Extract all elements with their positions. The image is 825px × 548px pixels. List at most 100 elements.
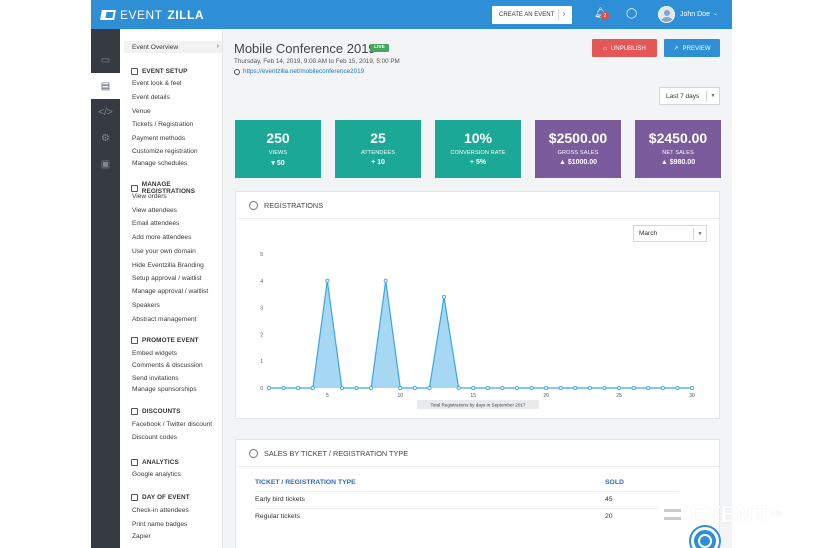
eventmb-logo-icon — [658, 498, 686, 530]
brand-mark-icon — [100, 10, 116, 20]
data-point-day-15 — [471, 385, 476, 391]
data-point-day-21 — [558, 385, 563, 391]
desktop-icon[interactable]: ▭ — [100, 54, 111, 66]
sidebar-item-abstract-management[interactable]: Abstract management — [132, 316, 197, 323]
user-icon: ⌂ — [603, 44, 607, 52]
chat-icon[interactable]: ◯ — [626, 8, 638, 19]
tag-icon — [249, 448, 258, 458]
chevron-down-icon[interactable]: ⌄ — [713, 11, 719, 17]
globe-icon — [234, 68, 240, 75]
sidebar-item-view-attendees[interactable]: View attendees — [132, 207, 177, 214]
data-point-day-1 — [266, 385, 272, 391]
sidebar-item-view-orders[interactable]: View orders — [132, 193, 167, 200]
avatar[interactable] — [658, 6, 675, 23]
data-point-day-20 — [544, 385, 549, 391]
code-icon[interactable]: </> — [98, 106, 113, 118]
registrations-chart: 0 1 2 3 4 5 5 10 15 20 25 30 Total Registrations by … — [260, 252, 695, 409]
image-icon[interactable]: ▣ — [100, 158, 111, 170]
discount-icon — [131, 408, 138, 415]
date-range-select[interactable]: Last 7 days ▼ — [659, 87, 720, 105]
sidebar-item-manage-sponsorships[interactable]: Manage sponsorships — [132, 386, 197, 393]
sidebar-item-embed-widgets[interactable]: Embed widgets — [132, 350, 178, 357]
data-point-day-11 — [412, 385, 417, 391]
data-point-day-28 — [660, 385, 665, 391]
x-tick-label: 15 — [470, 393, 476, 399]
users-icon — [131, 184, 138, 192]
main-content: Mobile Conference 2019 LIVE Thursday, Fe… — [223, 29, 732, 548]
column-ticket-type: TICKET / REGISTRATION TYPE — [255, 479, 356, 487]
sidebar-item-setup-approval[interactable]: Setup approval / waitlist — [132, 275, 202, 282]
sidebar-item-check-in[interactable]: Check-in attendees — [132, 507, 189, 514]
x-tick-label: 20 — [543, 393, 549, 399]
sidebar-item-payment-methods[interactable]: Payment methods — [132, 135, 186, 142]
sidebar-item-email-attendees[interactable]: Email attendees — [132, 220, 180, 227]
sidebar-item-own-domain[interactable]: Use your own domain — [132, 248, 196, 255]
event-date: Thursday, Feb 14, 2019, 9:00 AM to Feb 1… — [234, 58, 400, 65]
bell-icon[interactable]: 🔔︎ — [594, 9, 607, 19]
sidebar-item-add-attendees[interactable]: Add more attendees — [132, 234, 192, 241]
y-tick-label: 4 — [260, 279, 263, 285]
brand-logo[interactable]: EVENT ZILLA — [100, 8, 204, 22]
data-point-day-2 — [281, 385, 286, 391]
data-point-day-10 — [398, 385, 403, 391]
help-button[interactable] — [691, 527, 719, 548]
section-day-of-event: DAY OF EVENT — [131, 494, 190, 501]
event-url-link[interactable]: https://eventzilla.net/mobileconference2… — [234, 68, 364, 75]
data-point-day-4 — [310, 385, 315, 391]
sidebar-item-social-discount[interactable]: Facebook / Twitter discount — [132, 421, 213, 428]
x-tick-label: 5 — [326, 393, 329, 399]
registrations-header: REGISTRATIONS — [236, 192, 719, 219]
table-row: Regular tickets 20 — [255, 507, 679, 525]
gear-icon[interactable]: ⚙︎ — [101, 132, 110, 144]
sidebar-item-discount-codes[interactable]: Discount codes — [132, 434, 178, 441]
sidebar-item-name-badges[interactable]: Print name badges — [132, 521, 188, 528]
series-area — [269, 280, 692, 388]
preview-button[interactable]: ↗ PREVIEW — [664, 39, 720, 57]
caret-down-icon: ▼ — [706, 90, 719, 102]
sidebar-item-event-details[interactable]: Event details — [132, 94, 170, 101]
ticket-sales-panel: SALES BY TICKET / REGISTRATION TYPE TICK… — [235, 439, 720, 548]
ticket-name: Early bird tickets — [255, 490, 605, 508]
notification-badge: 2 — [601, 12, 609, 20]
sidebar-item-zapier[interactable]: Zapier — [132, 533, 151, 540]
sidebar-item-send-invitations[interactable]: Send invitations — [132, 375, 179, 382]
event-url[interactable]: https://eventzilla.net/mobileconference2… — [243, 68, 365, 75]
data-point-day-14 — [456, 385, 461, 391]
status-badge: LIVE — [370, 44, 389, 52]
sidebar-item-event-look[interactable]: Event look & feel — [132, 80, 182, 87]
sidebar-item-google-analytics[interactable]: Google analytics — [132, 471, 181, 478]
section-manage-registrations: MANAGE REGISTRATIONS — [131, 181, 222, 195]
ticket-sales-header: SALES BY TICKET / REGISTRATION TYPE — [236, 440, 719, 467]
y-tick-label: 2 — [260, 332, 263, 338]
sidebar-item-tickets[interactable]: Tickets / Registration — [132, 121, 194, 128]
sidebar-item-venue[interactable]: Venue — [132, 108, 151, 115]
external-link-icon: ↗ — [673, 44, 679, 52]
sidebar-item-comments[interactable]: Comments & discussion — [132, 362, 203, 369]
sidebar-item-manage-approval[interactable]: Manage approval / waitlist — [132, 288, 209, 295]
document-icon[interactable]: ▤ — [91, 73, 120, 99]
x-axis-caption: Total Registrations by days in September… — [431, 403, 526, 408]
column-sold: SOLD — [605, 479, 624, 487]
data-point-day-16 — [485, 385, 490, 391]
chevron-right-icon: › — [558, 9, 569, 21]
sidebar-item-manage-schedules[interactable]: Manage schedules — [132, 160, 188, 167]
section-promote-event: PROMOTE EVENT — [131, 337, 199, 344]
create-event-button[interactable]: CREATE AN EVENT › — [492, 6, 572, 24]
stat-views: 250 VIEWS ▾ 50 — [235, 120, 321, 178]
x-tick-label: 30 — [689, 393, 695, 399]
data-point-day-22 — [573, 385, 578, 391]
sidebar-item-hide-branding[interactable]: Hide Eventzilla Branding — [132, 262, 204, 269]
sidebar-item-speakers[interactable]: Speakers — [132, 302, 160, 309]
sidebar-item-event-overview[interactable]: Event Overview › — [124, 41, 222, 53]
top-bar: EVENT ZILLA CREATE AN EVENT › 🔔︎ 2 ◯ John… — [91, 0, 732, 29]
stat-attendees: 25 ATTENDEES + 10 — [335, 120, 421, 178]
month-select[interactable]: March ▼ — [633, 225, 707, 242]
unpublish-button[interactable]: ⌂ UNPUBLISH — [592, 39, 657, 57]
user-name[interactable]: John Doe — [680, 11, 710, 18]
x-tick-label: 10 — [397, 393, 403, 399]
table-header-row: TICKET / REGISTRATION TYPE SOLD — [255, 475, 679, 491]
sidebar-item-customize-registration[interactable]: Customize registration — [132, 148, 198, 155]
data-point-day-30 — [689, 385, 695, 391]
data-point-day-3 — [296, 385, 301, 391]
